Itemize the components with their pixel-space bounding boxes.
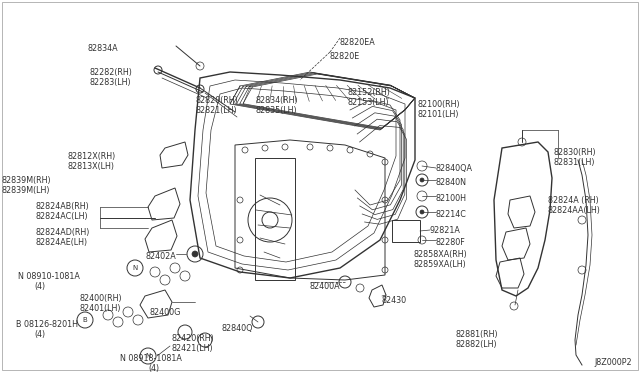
Text: 82824AC(LH): 82824AC(LH) xyxy=(36,212,88,221)
Text: 82840QA: 82840QA xyxy=(436,164,473,173)
Text: 82839M(LH): 82839M(LH) xyxy=(2,186,51,195)
Text: B 08126-8201H: B 08126-8201H xyxy=(16,320,78,329)
Text: 82824AD(RH): 82824AD(RH) xyxy=(36,228,90,237)
Text: 82214C: 82214C xyxy=(436,210,467,219)
Text: 82100(RH): 82100(RH) xyxy=(418,100,461,109)
Text: 82101(LH): 82101(LH) xyxy=(418,110,460,119)
Bar xyxy=(392,220,420,242)
Text: J8Z000P2: J8Z000P2 xyxy=(594,358,632,367)
Text: 82430: 82430 xyxy=(382,296,407,305)
Text: 82840Q: 82840Q xyxy=(222,324,253,333)
Text: (4): (4) xyxy=(34,330,45,339)
Text: 82839M(RH): 82839M(RH) xyxy=(2,176,52,185)
Text: N: N xyxy=(145,353,150,359)
Text: 82881(RH): 82881(RH) xyxy=(456,330,499,339)
Text: 82400A: 82400A xyxy=(310,282,340,291)
Text: 82835(LH): 82835(LH) xyxy=(256,106,298,115)
Text: 82824AB(RH): 82824AB(RH) xyxy=(36,202,90,211)
Text: 82882(LH): 82882(LH) xyxy=(456,340,498,349)
Text: 82283(LH): 82283(LH) xyxy=(90,78,132,87)
Text: 82152(RH): 82152(RH) xyxy=(348,88,391,97)
Text: N 08918-1081A: N 08918-1081A xyxy=(120,354,182,363)
Text: 82834A: 82834A xyxy=(88,44,118,53)
Text: 82420(RH): 82420(RH) xyxy=(172,334,215,343)
Text: 82830(RH): 82830(RH) xyxy=(554,148,596,157)
Text: 82859XA(LH): 82859XA(LH) xyxy=(414,260,467,269)
Circle shape xyxy=(420,210,424,214)
Text: 82402A: 82402A xyxy=(146,252,177,261)
Text: 82834(RH): 82834(RH) xyxy=(256,96,299,105)
Text: 82282(RH): 82282(RH) xyxy=(90,68,133,77)
Text: 82840N: 82840N xyxy=(436,178,467,187)
Text: 82820E: 82820E xyxy=(330,52,360,61)
Text: (4): (4) xyxy=(148,364,159,372)
Text: 82824AE(LH): 82824AE(LH) xyxy=(36,238,88,247)
Text: 82820(RH): 82820(RH) xyxy=(196,96,239,105)
Circle shape xyxy=(578,216,586,224)
Text: 82824A (RH): 82824A (RH) xyxy=(548,196,599,205)
Text: 82812X(RH): 82812X(RH) xyxy=(68,152,116,161)
Text: 92821A: 92821A xyxy=(430,226,461,235)
Text: 82280F: 82280F xyxy=(436,238,466,247)
Text: 82858XA(RH): 82858XA(RH) xyxy=(414,250,468,259)
Text: 82820EA: 82820EA xyxy=(340,38,376,47)
Circle shape xyxy=(420,178,424,182)
Circle shape xyxy=(578,266,586,274)
Text: N 08910-1081A: N 08910-1081A xyxy=(18,272,80,281)
Text: 82100H: 82100H xyxy=(436,194,467,203)
Text: 82813X(LH): 82813X(LH) xyxy=(68,162,115,171)
Text: 82821(LH): 82821(LH) xyxy=(196,106,237,115)
Text: B: B xyxy=(83,317,88,323)
Text: 82153(LH): 82153(LH) xyxy=(348,98,390,107)
Text: 82401(LH): 82401(LH) xyxy=(80,304,122,313)
Circle shape xyxy=(192,251,198,257)
Text: N: N xyxy=(132,265,138,271)
Text: 82824AA(LH): 82824AA(LH) xyxy=(548,206,601,215)
Text: (4): (4) xyxy=(34,282,45,291)
Text: 82400(RH): 82400(RH) xyxy=(80,294,123,303)
Text: 82831(LH): 82831(LH) xyxy=(554,158,595,167)
Text: 82421(LH): 82421(LH) xyxy=(172,344,214,353)
Text: 82400G: 82400G xyxy=(150,308,181,317)
